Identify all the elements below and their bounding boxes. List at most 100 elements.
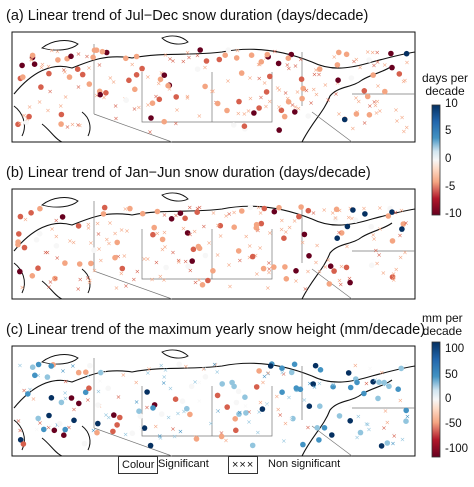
- station-nonsignificant: ×: [375, 82, 380, 90]
- colorbar-ab-label-line1: days per: [422, 71, 469, 85]
- station-nonsignificant: ×: [264, 400, 269, 408]
- station-nonsignificant: ×: [76, 285, 81, 293]
- station-nonsignificant: ×: [339, 262, 344, 270]
- station-significant: [148, 115, 154, 121]
- station-significant: [79, 71, 86, 78]
- station-nonsignificant: ×: [39, 64, 44, 72]
- station-nonsignificant: ×: [162, 373, 167, 381]
- station-nonsignificant: ×: [293, 62, 298, 70]
- station-nonsignificant: ×: [193, 278, 198, 286]
- station-nonsignificant: ×: [149, 276, 154, 284]
- station-nonsignificant: ×: [183, 363, 188, 371]
- station-significant: [222, 52, 228, 58]
- station-significant: [353, 111, 360, 117]
- station-nonsignificant: ×: [394, 265, 399, 273]
- station-nonsignificant: ×: [377, 107, 382, 115]
- station-nonsignificant: ×: [354, 433, 359, 441]
- station-nonsignificant: ×: [333, 90, 338, 98]
- station-nonsignificant: ×: [373, 247, 378, 255]
- station-significant: [62, 426, 68, 433]
- station-significant: [258, 220, 265, 227]
- station-significant: [230, 122, 237, 128]
- station-significant: [97, 91, 103, 98]
- station-nonsignificant: ×: [255, 226, 260, 234]
- coastline-north: [13, 48, 416, 95]
- station-significant: [139, 65, 145, 72]
- station-significant: [279, 365, 285, 372]
- station-nonsignificant: ×: [286, 394, 291, 402]
- station-nonsignificant: ×: [96, 387, 101, 395]
- station-significant: [41, 426, 47, 433]
- station-significant: [172, 396, 179, 403]
- station-nonsignificant: ×: [286, 64, 291, 72]
- station-significant: [357, 429, 364, 436]
- station-significant: [189, 258, 195, 264]
- station-nonsignificant: ×: [374, 260, 379, 268]
- station-nonsignificant: ×: [237, 408, 242, 416]
- station-significant: [216, 56, 223, 63]
- station-nonsignificant: ×: [371, 235, 376, 243]
- station-nonsignificant: ×: [87, 278, 92, 286]
- station-significant: [347, 418, 354, 424]
- station-significant: [343, 51, 350, 58]
- station-significant: [253, 221, 260, 228]
- station-significant: [291, 361, 298, 368]
- station-nonsignificant: ×: [257, 60, 262, 68]
- station-significant: [366, 112, 373, 118]
- station-nonsignificant: ×: [285, 61, 290, 69]
- station-nonsignificant: ×: [400, 436, 405, 444]
- station-significant: [321, 425, 328, 431]
- station-nonsignificant: ×: [312, 71, 317, 79]
- station-nonsignificant: ×: [283, 89, 288, 97]
- station-significant: [267, 73, 273, 80]
- station-nonsignificant: ×: [25, 115, 30, 123]
- station-nonsignificant: ×: [121, 371, 126, 379]
- station-nonsignificant: ×: [398, 253, 403, 261]
- station-significant: [99, 48, 106, 55]
- station-nonsignificant: ×: [236, 110, 241, 118]
- station-significant: [348, 75, 355, 81]
- panel-a-title: (a) Linear trend of Jul−Dec snow duratio…: [6, 8, 369, 24]
- station-significant: [217, 222, 224, 229]
- station-significant: [251, 110, 257, 116]
- station-nonsignificant: ×: [312, 383, 317, 391]
- station-nonsignificant: ×: [97, 377, 102, 385]
- station-nonsignificant: ×: [361, 204, 366, 212]
- station-nonsignificant: ×: [373, 102, 378, 110]
- station-significant: [233, 427, 239, 434]
- station-significant: [101, 204, 108, 211]
- station-nonsignificant: ×: [390, 440, 395, 448]
- station-nonsignificant: ×: [187, 204, 192, 212]
- station-significant: [334, 235, 341, 241]
- station-nonsignificant: ×: [283, 228, 288, 236]
- station-nonsignificant: ×: [237, 257, 242, 265]
- station-nonsignificant: ×: [101, 93, 106, 101]
- station-significant: [329, 432, 335, 438]
- station-significant: [314, 425, 321, 431]
- station-significant: [58, 399, 65, 406]
- station-nonsignificant: ×: [303, 285, 308, 293]
- station-significant: [86, 385, 92, 392]
- station-significant: [279, 389, 285, 396]
- station-significant: [347, 279, 353, 286]
- station-significant: [144, 389, 150, 395]
- station-significant: [177, 210, 184, 216]
- station-significant: [281, 235, 287, 241]
- station-nonsignificant: ×: [362, 119, 367, 127]
- station-nonsignificant: ×: [162, 211, 167, 219]
- station-nonsignificant: ×: [185, 93, 190, 101]
- station-significant: [386, 383, 392, 390]
- colorbar-ab-tick-10: 10: [445, 98, 458, 110]
- station-significant: [48, 395, 55, 401]
- station-nonsignificant: ×: [218, 232, 223, 240]
- station-nonsignificant: ×: [46, 423, 51, 431]
- station-significant: [261, 205, 268, 212]
- station-significant: [117, 414, 123, 421]
- station-nonsignificant: ×: [134, 379, 139, 387]
- station-nonsignificant: ×: [16, 417, 21, 425]
- station-nonsignificant: ×: [356, 413, 361, 421]
- station-nonsignificant: ×: [136, 104, 141, 112]
- station-nonsignificant: ×: [195, 51, 200, 59]
- station-nonsignificant: ×: [258, 399, 263, 407]
- station-significant: [341, 116, 348, 123]
